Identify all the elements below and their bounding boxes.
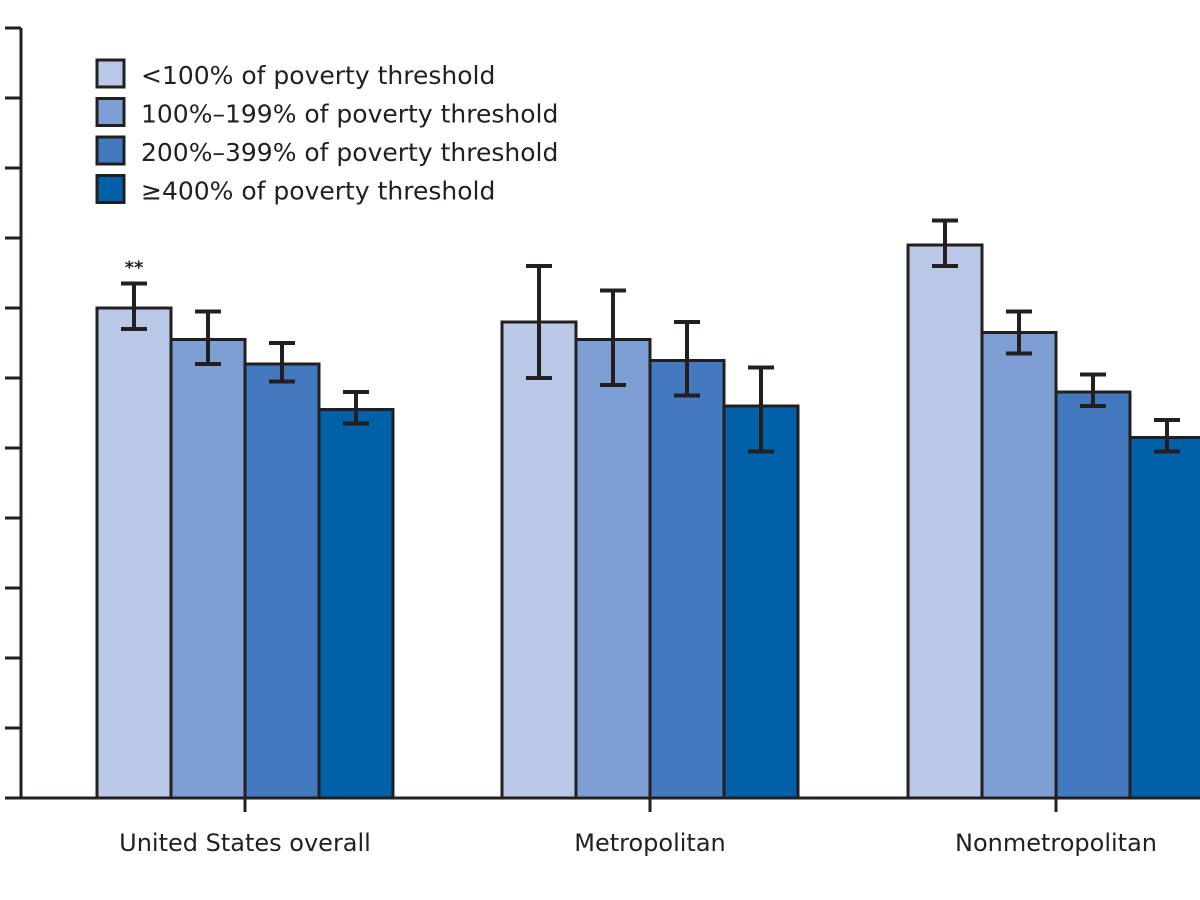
legend-swatch [95, 58, 126, 89]
y-ticks-group [5, 26, 21, 800]
legend-swatch [95, 135, 126, 166]
legend-swatch [95, 174, 126, 204]
error-bar [1080, 372, 1106, 408]
error-bar [674, 320, 700, 398]
bar [980, 331, 1058, 800]
bar [500, 320, 578, 800]
axes-group [19, 28, 1200, 800]
error-bar [526, 264, 552, 380]
bar [169, 338, 247, 800]
legend-label: <100% of poverty threshold [141, 61, 495, 90]
legend-label: 200%–399% of poverty threshold [141, 138, 558, 167]
legend-label: ≥400% of poverty threshold [141, 177, 495, 206]
error-bar [1154, 418, 1180, 454]
bar [906, 243, 984, 800]
bar [243, 362, 321, 800]
bar [722, 404, 800, 800]
legend-swatch [95, 97, 126, 127]
error-bar [195, 309, 221, 366]
category-label: United States overall [119, 829, 371, 857]
error-bar [269, 341, 295, 384]
error-bar [748, 365, 774, 454]
bar [1128, 436, 1200, 800]
category-labels-group: United States overall Metropolitan Nonmetr… [119, 829, 1157, 857]
category-label: Metropolitan [574, 829, 726, 857]
x-ticks-group [243, 798, 1058, 812]
bar [648, 359, 726, 800]
bar [317, 408, 395, 800]
error-bar [932, 218, 958, 268]
error-bar [1006, 309, 1032, 356]
significance-annotation: ** [125, 258, 144, 279]
legend-label: 100%–199% of poverty threshold [141, 100, 558, 129]
bar [574, 338, 652, 800]
bars-group [95, 243, 1200, 800]
error-bar [343, 390, 369, 426]
error-bar [600, 288, 626, 387]
bar [95, 306, 173, 800]
error-bar [121, 281, 147, 331]
annotations-group: ** [125, 258, 144, 279]
category-label: Nonmetropolitan [955, 829, 1157, 857]
bar [1054, 390, 1132, 800]
error-bars-group [121, 218, 1180, 454]
legend: <100% of poverty threshold 100%–199% of p… [95, 58, 558, 206]
